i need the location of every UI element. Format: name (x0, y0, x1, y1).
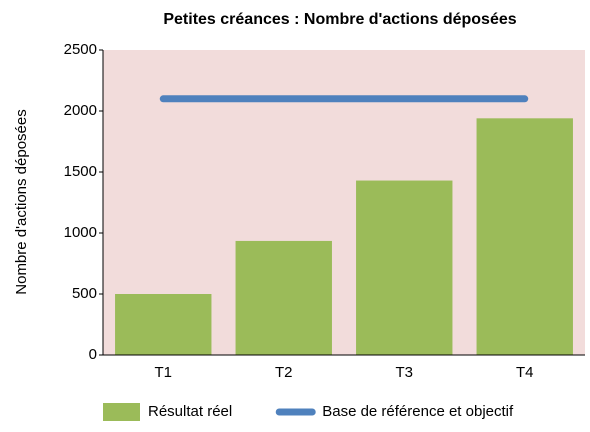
y-tick-label: 2500 (64, 41, 97, 58)
y-tick-label: 2000 (64, 102, 97, 119)
y-tick-label: 1500 (64, 163, 97, 180)
x-tick-label: T3 (395, 364, 413, 381)
chart-title: Petites créances : Nombre d'actions dépo… (163, 11, 516, 28)
bar (115, 294, 212, 355)
x-tick-label: T1 (154, 364, 172, 381)
y-axis-label: Nombre d'actions déposées (13, 109, 30, 294)
y-tick-label: 0 (89, 346, 97, 363)
legend-swatch (103, 403, 140, 421)
y-tick-label: 1000 (64, 224, 97, 241)
y-tick-label: 500 (72, 285, 97, 302)
legend-label: Base de référence et objectif (322, 403, 514, 420)
legend-label: Résultat réel (148, 403, 232, 420)
bar (476, 118, 573, 355)
x-tick-label: T2 (275, 364, 293, 381)
x-tick-label: T4 (516, 364, 534, 381)
bar (356, 180, 453, 355)
bar (235, 240, 332, 355)
